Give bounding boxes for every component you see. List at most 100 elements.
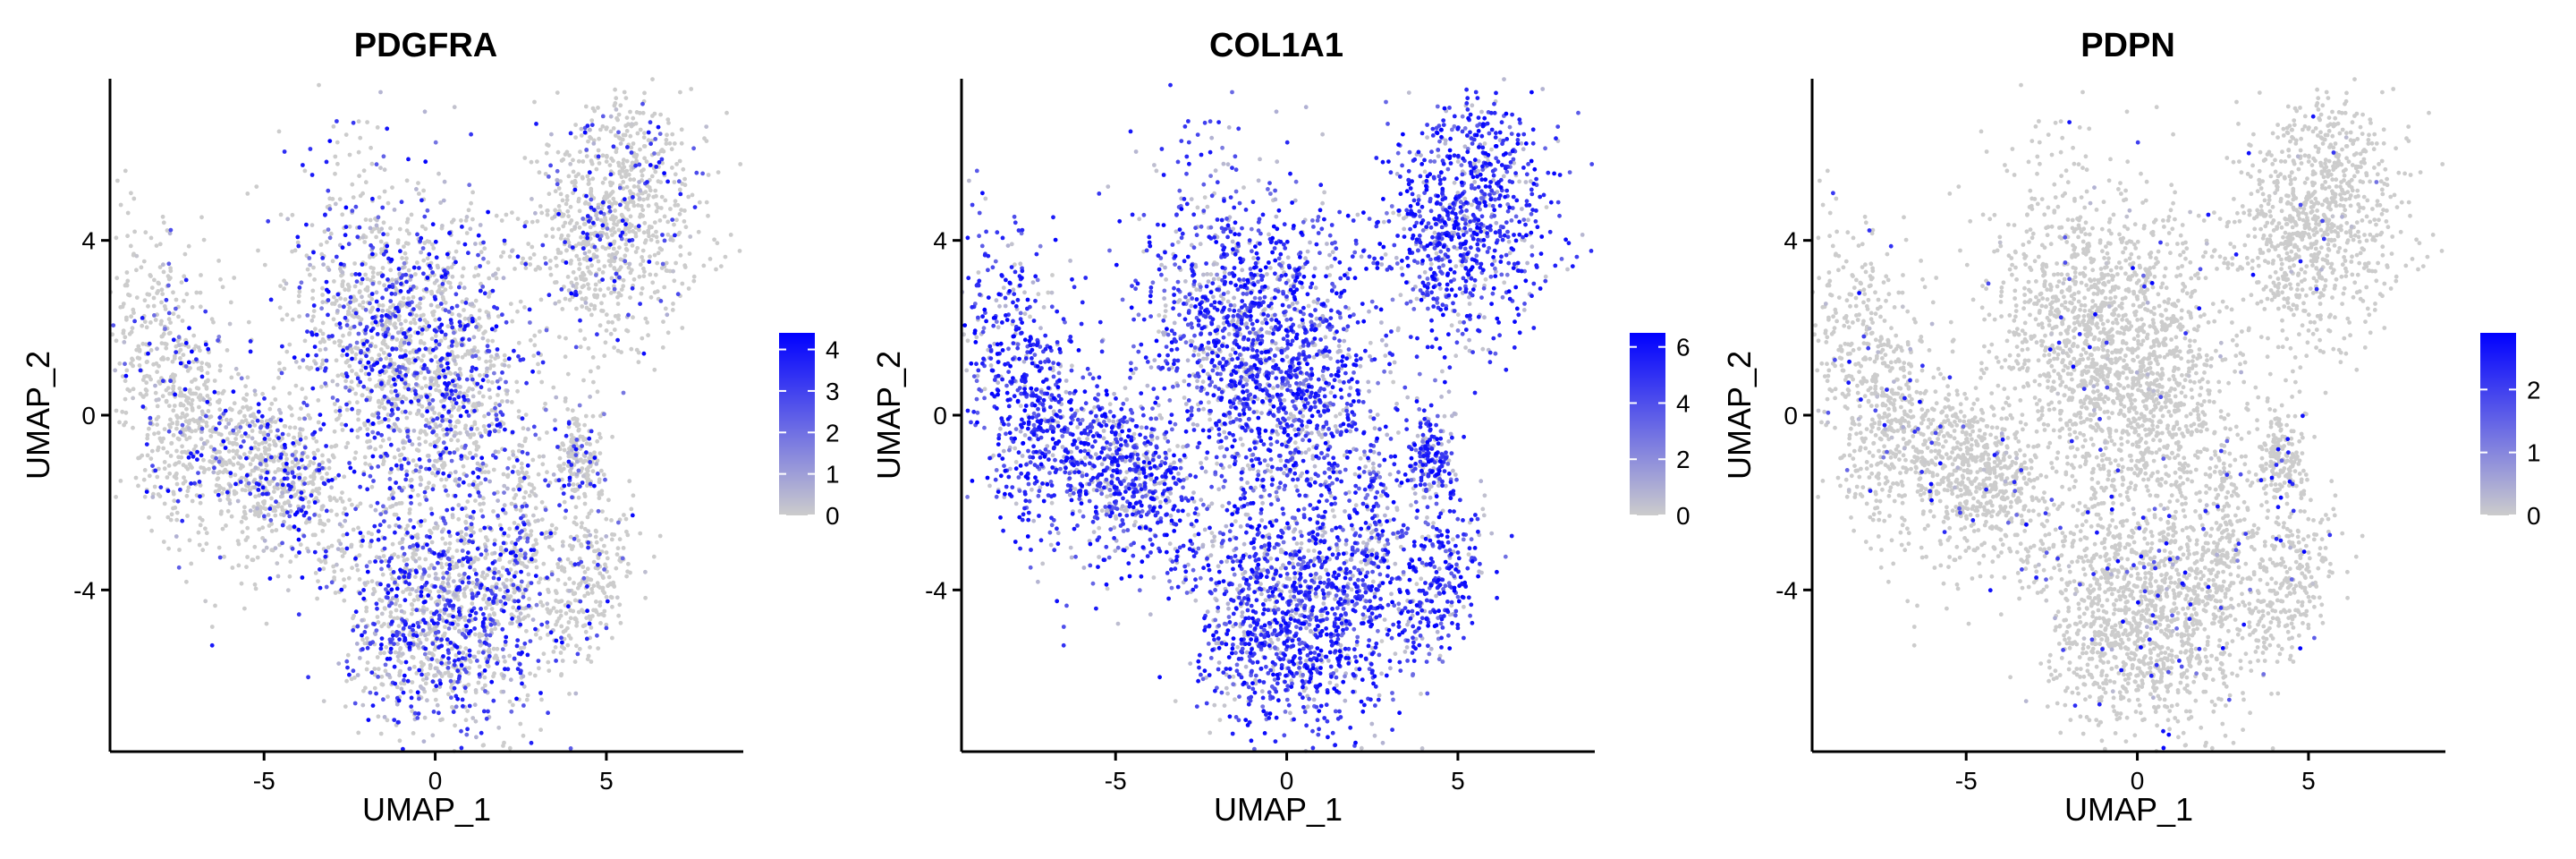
cell-point bbox=[623, 123, 629, 128]
cell-point bbox=[522, 156, 528, 160]
cell-point bbox=[149, 285, 155, 290]
cell-point bbox=[587, 249, 592, 254]
cell-point bbox=[379, 387, 385, 391]
cell-point bbox=[589, 312, 594, 318]
cell-point bbox=[208, 414, 214, 419]
cell-point bbox=[577, 208, 582, 214]
cell-point bbox=[561, 212, 566, 217]
cell-point bbox=[473, 353, 479, 358]
cell-point bbox=[470, 387, 475, 392]
cell-point bbox=[444, 488, 448, 493]
cell-point bbox=[625, 328, 631, 334]
cell-point bbox=[388, 614, 393, 619]
cell-point bbox=[492, 491, 496, 496]
cell-point bbox=[199, 437, 204, 441]
cell-point bbox=[596, 508, 601, 514]
cell-point bbox=[311, 265, 316, 270]
cell-point bbox=[449, 344, 454, 348]
cell-point bbox=[217, 407, 223, 412]
cell-point bbox=[350, 272, 354, 277]
cell-point bbox=[305, 455, 310, 459]
cell-point bbox=[687, 251, 692, 256]
cell-point bbox=[595, 438, 600, 444]
cell-point bbox=[555, 90, 560, 95]
cell-point bbox=[556, 335, 562, 339]
cell-point bbox=[150, 495, 156, 499]
cell-point bbox=[421, 608, 427, 614]
cell-point bbox=[519, 579, 524, 584]
cell-point bbox=[273, 443, 278, 448]
cell-point bbox=[507, 254, 513, 259]
cell-point bbox=[347, 305, 352, 310]
cell-point bbox=[393, 321, 397, 327]
cell-point bbox=[450, 311, 454, 317]
cell-point bbox=[638, 147, 642, 152]
cell-point bbox=[607, 208, 613, 214]
cell-point bbox=[307, 256, 312, 260]
cell-point bbox=[645, 320, 649, 325]
cell-point bbox=[122, 340, 127, 344]
cell-point bbox=[184, 579, 189, 584]
cell-point bbox=[534, 602, 539, 608]
cell-point bbox=[403, 349, 408, 353]
cell-point bbox=[343, 506, 347, 511]
cell-point bbox=[562, 462, 566, 466]
cell-point bbox=[236, 563, 242, 568]
cell-point bbox=[123, 378, 128, 384]
cell-point bbox=[714, 267, 718, 272]
cell-point bbox=[302, 481, 307, 486]
cell-point bbox=[556, 186, 562, 191]
cell-point bbox=[394, 288, 399, 293]
cell-point bbox=[524, 565, 530, 569]
cell-point bbox=[171, 433, 176, 438]
cell-point bbox=[309, 318, 315, 323]
cell-point bbox=[620, 556, 625, 561]
cell-point bbox=[628, 570, 632, 575]
cell-point bbox=[266, 513, 271, 517]
cell-point bbox=[425, 208, 430, 213]
cell-point bbox=[582, 422, 587, 428]
cell-point bbox=[427, 574, 431, 578]
cell-point bbox=[198, 500, 203, 506]
cell-point bbox=[678, 252, 683, 258]
cell-point bbox=[525, 536, 530, 541]
cell-point bbox=[340, 284, 345, 289]
cell-point bbox=[168, 227, 174, 233]
cell-point bbox=[448, 423, 453, 428]
cell-point bbox=[562, 646, 566, 651]
cell-point bbox=[163, 327, 167, 331]
cell-point bbox=[189, 561, 194, 566]
cell-point bbox=[587, 127, 592, 132]
cell-point bbox=[199, 273, 203, 277]
cell-point bbox=[203, 599, 208, 604]
cell-point bbox=[545, 620, 550, 625]
cell-point bbox=[362, 630, 368, 634]
cell-point bbox=[523, 266, 529, 270]
cell-point bbox=[572, 616, 578, 621]
cell-point bbox=[433, 630, 438, 635]
cell-point bbox=[624, 115, 630, 121]
cell-point bbox=[343, 287, 348, 293]
cell-point bbox=[293, 360, 299, 364]
cell-point bbox=[376, 667, 381, 671]
cell-point bbox=[581, 575, 587, 581]
cell-point bbox=[171, 384, 176, 389]
cell-point bbox=[165, 450, 170, 455]
cell-point bbox=[460, 549, 465, 553]
cell-point bbox=[493, 449, 498, 455]
cell-point bbox=[360, 191, 365, 196]
cell-point bbox=[199, 361, 205, 365]
cell-point bbox=[579, 234, 583, 240]
cell-point bbox=[580, 304, 585, 309]
cell-point bbox=[134, 347, 140, 353]
cell-point bbox=[452, 433, 457, 438]
cell-point bbox=[662, 238, 667, 243]
cell-point bbox=[657, 132, 663, 137]
cell-point bbox=[445, 666, 451, 670]
cell-point bbox=[458, 385, 462, 389]
cell-point bbox=[462, 426, 468, 431]
cell-point bbox=[354, 642, 360, 646]
cell-point bbox=[591, 559, 597, 565]
cell-point bbox=[372, 667, 377, 671]
cell-point bbox=[169, 441, 174, 446]
